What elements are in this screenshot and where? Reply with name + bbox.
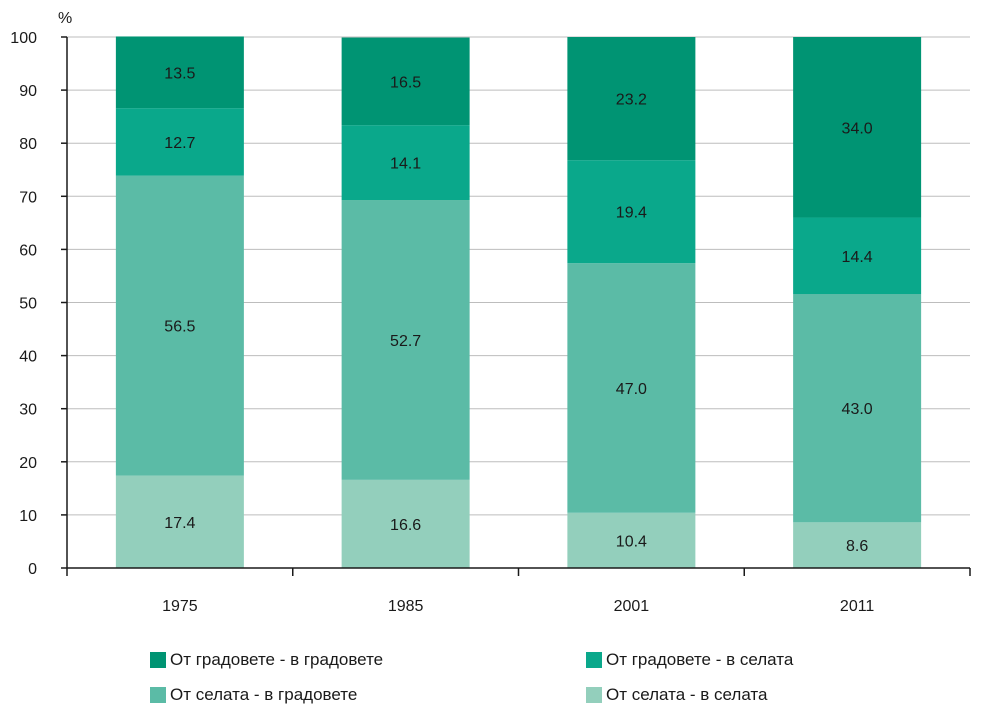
data-label: 10.4	[616, 533, 647, 550]
data-label: 16.5	[390, 74, 421, 91]
bar-segment	[341, 125, 470, 201]
data-label: 12.7	[164, 135, 195, 152]
bars	[115, 36, 922, 568]
x-tick-label: 2001	[614, 598, 650, 615]
y-tick-label: 10	[19, 508, 37, 525]
data-label: 47.0	[616, 381, 647, 398]
data-label: 23.2	[616, 92, 647, 109]
y-tick-label: 90	[19, 83, 37, 100]
bar-segment	[567, 512, 696, 568]
data-label: 17.4	[164, 515, 195, 532]
bar-segment	[793, 522, 922, 568]
bar-segment	[793, 217, 922, 295]
x-tick-label: 1985	[388, 598, 424, 615]
x-tick-label: 1975	[162, 598, 198, 615]
bar-segment	[341, 479, 470, 568]
data-label: 43.0	[842, 401, 873, 418]
data-labels: 17.4 56.5 12.7 13.5 16.6 52.7 14.1 16.5 10.4 47.0…	[164, 65, 872, 555]
y-tick-label: 100	[10, 30, 37, 47]
bar-segment	[793, 37, 922, 218]
y-tick-label: 30	[19, 402, 37, 419]
data-label: 16.6	[390, 517, 421, 534]
bar-segment	[567, 160, 696, 264]
bar-segment	[115, 175, 244, 476]
y-tick-label: 50	[19, 296, 37, 313]
bar-segment	[115, 36, 244, 109]
y-tick-label: 70	[19, 189, 37, 206]
y-tick-label: 40	[19, 349, 37, 366]
y-tick-label: 20	[19, 455, 37, 472]
data-label: 34.0	[842, 120, 873, 137]
y-tick-label: 80	[19, 136, 37, 153]
bar-segment	[115, 108, 244, 176]
data-label: 14.1	[390, 156, 421, 173]
x-tick-label: 2011	[840, 598, 875, 615]
y-tick-label: 0	[28, 561, 37, 578]
data-label: 52.7	[390, 333, 421, 350]
bar-segment	[341, 37, 470, 126]
bar-segment	[567, 37, 696, 161]
data-label: 13.5	[164, 65, 195, 82]
data-label: 8.6	[846, 538, 868, 555]
y-axis-unit-label: %	[58, 10, 72, 27]
bar-segment	[567, 263, 696, 513]
data-label: 14.4	[842, 249, 873, 266]
bar-segment	[793, 294, 922, 523]
bar-segment	[115, 475, 244, 568]
data-label: 19.4	[616, 205, 647, 222]
data-label: 56.5	[164, 319, 195, 336]
axes: % 0 10 20 30 40 50 60 70 80 90 100 1975 1985 2001 2011	[10, 10, 971, 615]
y-tick-label: 60	[19, 242, 37, 259]
bar-segment	[341, 200, 470, 480]
